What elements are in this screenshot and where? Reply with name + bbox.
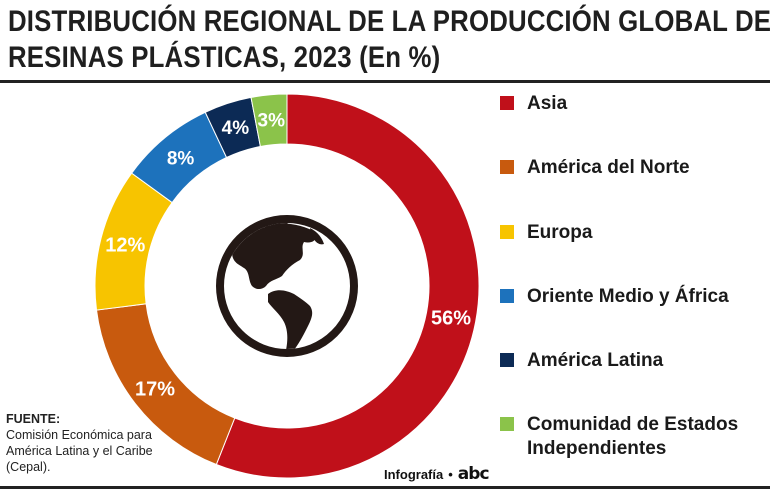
credit: Infografía • abc (384, 464, 490, 484)
source-note: FUENTE: Comisión Económica para América … (6, 411, 181, 475)
donut-value-label: 17% (135, 378, 175, 400)
legend-swatch (500, 225, 514, 239)
legend-label: Europa (527, 222, 593, 243)
legend-item-america-latina: América Latina (500, 349, 752, 373)
donut-value-label: 3% (258, 111, 286, 132)
title-divider (0, 80, 770, 83)
legend-item-asia: Asia (500, 92, 752, 116)
donut-value-label: 12% (105, 234, 145, 256)
legend-label: América Latina (527, 350, 664, 371)
credit-label: Infografía (384, 466, 444, 482)
legend-swatch (500, 353, 514, 367)
legend-item-america-del-norte: América del Norte (500, 156, 752, 180)
legend-swatch (500, 417, 514, 431)
legend-swatch (500, 160, 514, 174)
donut-value-label: 56% (431, 307, 471, 329)
legend-item-oriente-medio-africa: Oriente Medio y África (500, 285, 752, 309)
chart-title-line-1: DISTRIBUCIÓN REGIONAL DE LA PRODUCCIÓN G… (8, 5, 770, 38)
legend-label: Comunidad de Estados Independientes (527, 414, 739, 459)
legend-swatch (500, 289, 514, 303)
legend-swatch (500, 96, 514, 110)
source-title: FUENTE: (6, 412, 61, 426)
chart-title-line-2: RESINAS PLÁSTICAS, 2023 (En %) (8, 41, 441, 74)
credit-separator: • (448, 466, 453, 482)
bottom-divider (0, 486, 770, 489)
donut-slice-comunidad-de-estados-independientes (250, 93, 288, 148)
donut-value-labels: 56% 17% 12% 8% 4% 3% (105, 111, 471, 401)
legend-label: Asia (527, 93, 568, 114)
legend-item-cei: Comunidad de Estados Independientes (500, 413, 752, 461)
chart-title: DISTRIBUCIÓN REGIONAL DE LA PRODUCCIÓN G… (8, 4, 770, 76)
donut-value-label: 8% (167, 148, 195, 169)
donut-slices (94, 93, 480, 479)
donut-slice-asia (215, 93, 480, 479)
legend-label: América del Norte (527, 157, 690, 178)
legend-label: Oriente Medio y África (527, 286, 729, 307)
donut-value-label: 4% (222, 118, 250, 139)
source-text: Comisión Económica para América Latina y… (6, 428, 153, 474)
globe-americas-icon (216, 215, 358, 357)
legend-item-europa: Europa (500, 221, 752, 245)
abc-logo: abc (457, 464, 490, 484)
